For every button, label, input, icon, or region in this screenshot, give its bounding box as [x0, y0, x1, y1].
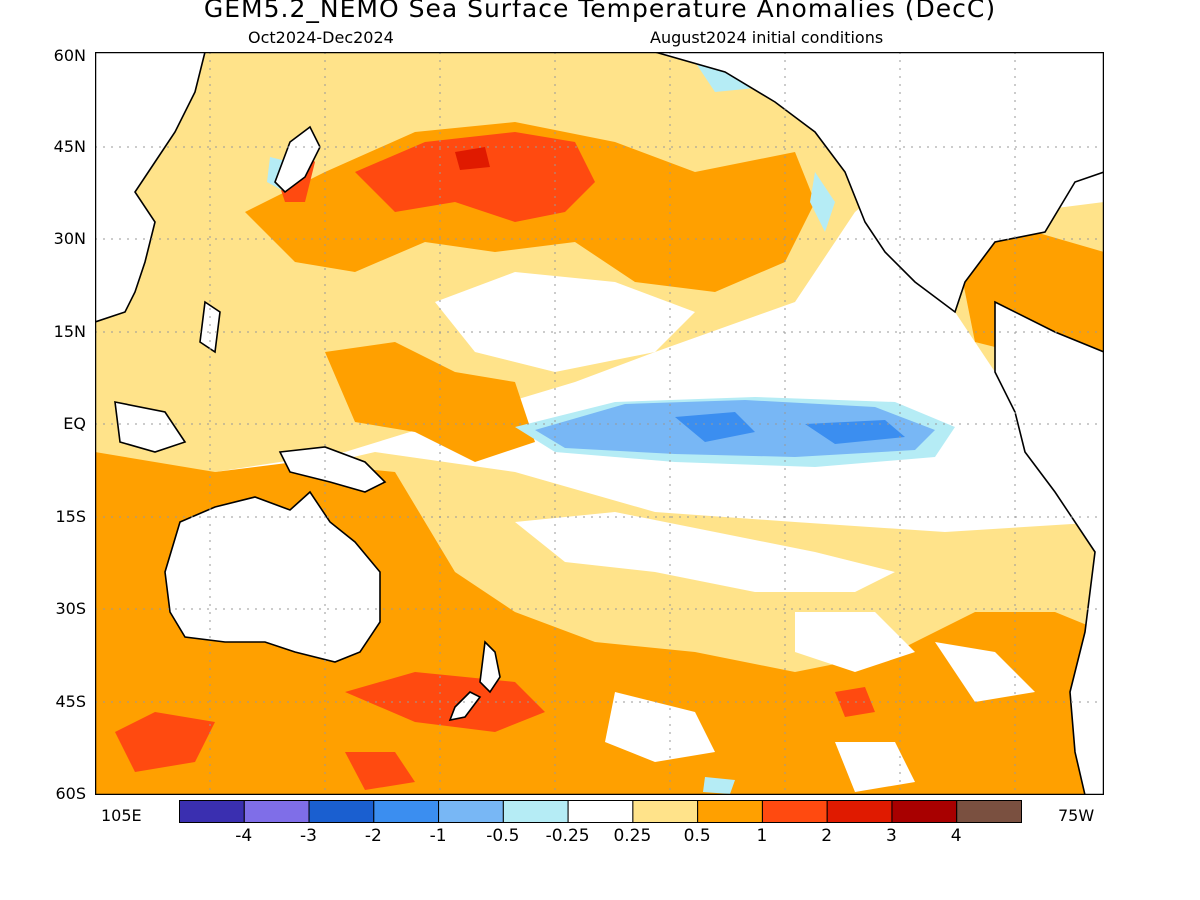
colorbar-swatch: [179, 800, 245, 823]
australia-landmass: [164, 490, 381, 663]
colorbar-tick-label: -2: [364, 826, 382, 846]
lat-label-15n: 15N: [53, 322, 86, 341]
lat-label-60s: 60S: [55, 784, 86, 803]
colorbar-tick-label: -0.5: [486, 826, 520, 846]
borneo-landmass: [114, 400, 187, 453]
colorbar-tick-label: 0.25: [613, 826, 652, 846]
colorbar-tick-label: -0.25: [545, 826, 590, 846]
new-zealand-south-landmass: [448, 691, 482, 722]
japan-landmass: [274, 125, 321, 194]
anomaly-cold-tongue: [515, 397, 955, 467]
colorbar-tick-label: -1: [429, 826, 447, 846]
colorbar-swatch: [502, 800, 569, 823]
colorbar-swatch: [826, 800, 893, 823]
colorbar-swatch: [632, 800, 699, 823]
lat-label-30s: 30S: [55, 599, 86, 618]
sst-anomaly-map: [95, 52, 1104, 795]
colorbar-tick-label: 0.5: [683, 826, 711, 846]
asia-landmass: [95, 52, 206, 323]
colorbar-swatch: [697, 800, 763, 823]
colorbar-swatch: [956, 800, 1022, 823]
philippines-landmass: [199, 300, 221, 354]
lat-label-eq: EQ: [63, 414, 86, 433]
colorbar-tick-label: -4: [235, 826, 253, 846]
lon-label-west: 105E: [101, 806, 142, 825]
lat-label-30n: 30N: [53, 229, 86, 248]
colorbar-swatch: [308, 800, 375, 823]
initial-conditions: August2024 initial conditions: [650, 28, 884, 47]
colorbar-swatch: [891, 800, 958, 823]
north-america-landmass: [654, 52, 1104, 314]
lat-label-60n: 60N: [53, 46, 86, 65]
colorbar-swatch: [243, 800, 310, 823]
south-america-landmass: [994, 300, 1104, 795]
coastlines: [95, 52, 1104, 795]
map-frame: [95, 52, 1104, 795]
colorbar-tick-label: -3: [300, 826, 317, 846]
lat-label-45s: 45S: [55, 692, 86, 711]
lon-label-east: 75W: [1058, 806, 1095, 825]
anomaly-band-2-3: [455, 147, 490, 170]
new-zealand-landmass: [479, 640, 501, 694]
colorbar-swatch: [567, 800, 634, 823]
forecast-period: Oct2024-Dec2024: [248, 28, 394, 47]
lat-label-45n: 45N: [53, 137, 86, 156]
colorbar-swatch: [761, 800, 828, 823]
map-title: GEM5.2_NEMO Sea Surface Temperature Anom…: [203, 0, 997, 23]
new-guinea-landmass: [278, 446, 387, 493]
colorbar-tick-label: 2: [821, 826, 833, 846]
colorbar-tick-label: 1: [756, 826, 768, 846]
anomaly-band-neutral: [435, 272, 1035, 792]
lat-label-15s: 15S: [55, 507, 86, 526]
colorbar-swatch: [373, 800, 440, 823]
colorbar-tick-label: 4: [950, 826, 962, 846]
colorbar-swatch: [438, 800, 504, 823]
graticule: [95, 52, 1104, 795]
colorbar-tick-label: 3: [886, 826, 897, 846]
colorbar: [179, 800, 1022, 823]
